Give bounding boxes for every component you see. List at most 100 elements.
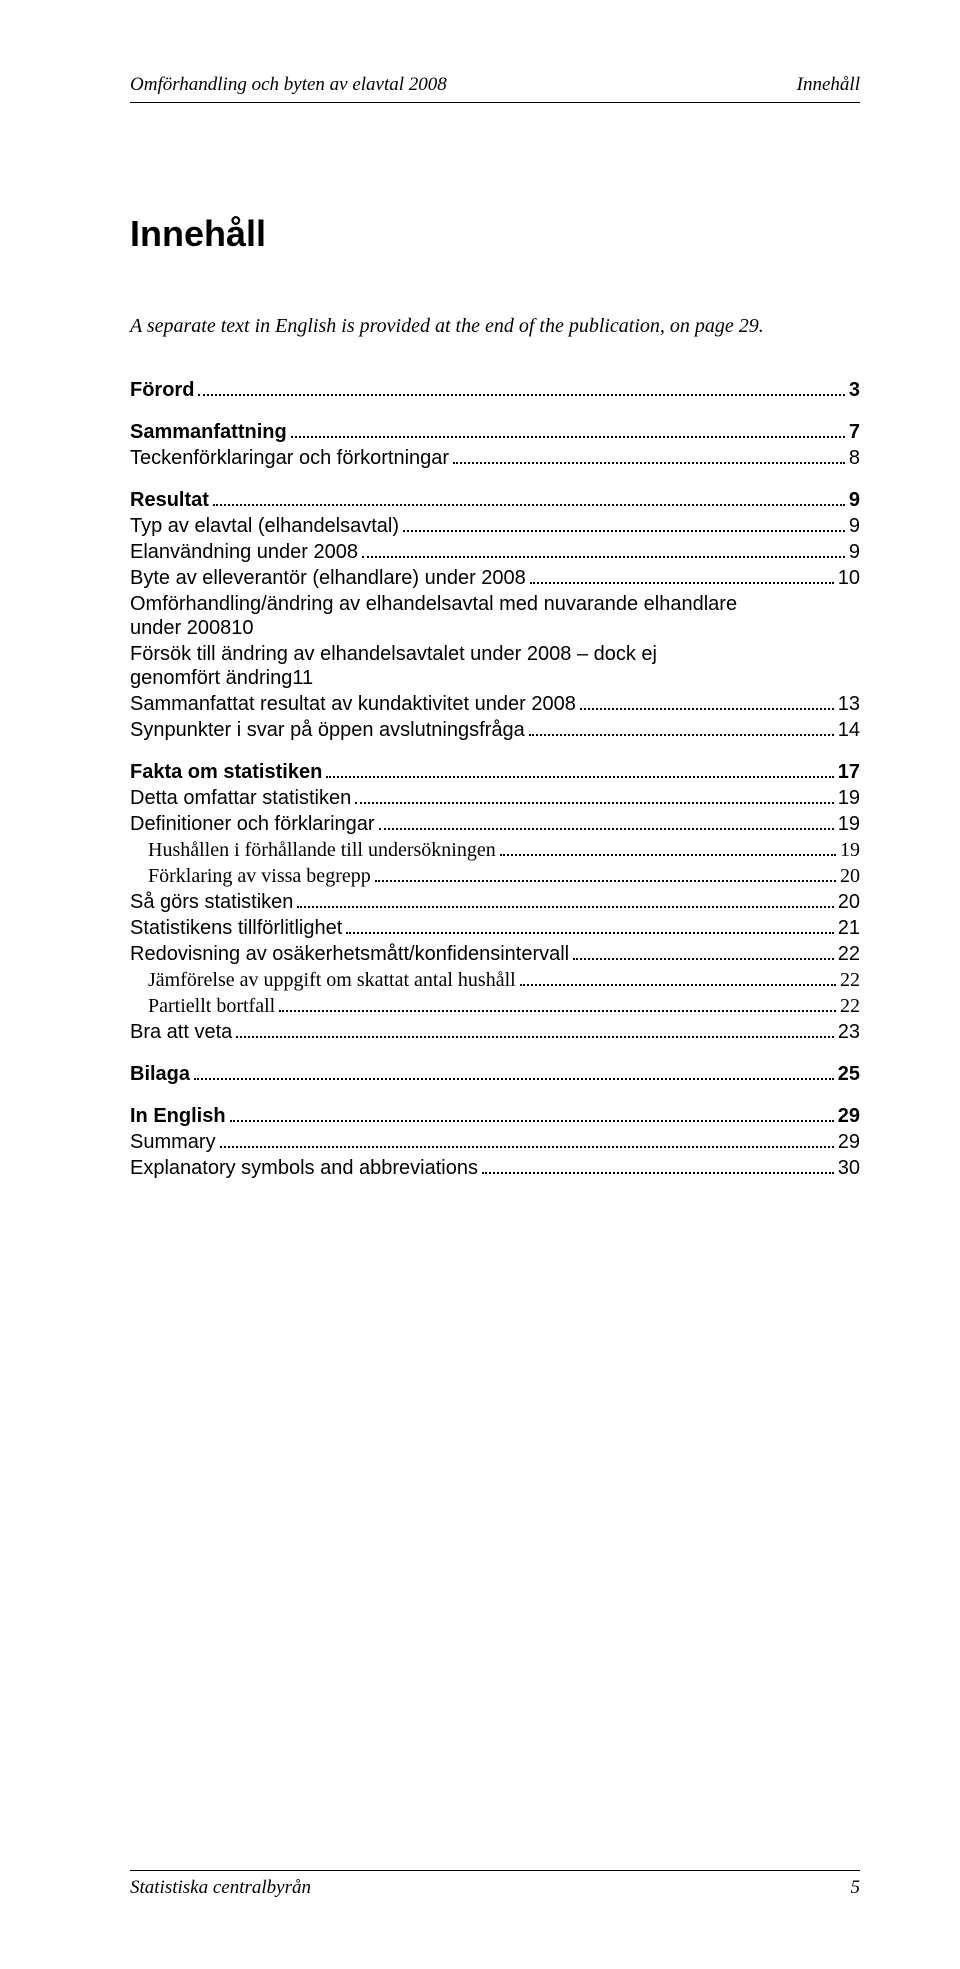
toc-leader-dots xyxy=(482,1158,834,1174)
toc-label: genomfört ändring xyxy=(130,666,292,690)
toc-label: Synpunkter i svar på öppen avslutningsfr… xyxy=(130,718,525,742)
toc-entry: Jämförelse av uppgift om skattat antal h… xyxy=(130,968,860,992)
toc-leader-dots xyxy=(529,720,834,736)
footer: Statistiska centralbyrån 5 xyxy=(130,1870,860,1899)
toc-page-number: 20 xyxy=(840,864,860,888)
toc-entry: Byte av elleverantör (elhandlare) under … xyxy=(130,566,860,590)
toc-page-number: 9 xyxy=(849,540,860,564)
toc-entry-last-line: under 200810 xyxy=(130,616,860,640)
toc-leader-dots xyxy=(375,866,836,882)
toc-entry: Sammanfattning 7 xyxy=(130,420,860,444)
toc-label: Definitioner och förklaringar xyxy=(130,812,375,836)
toc-label: Redovisning av osäkerhetsmått/konfidensi… xyxy=(130,942,569,966)
toc-entry: Försök till ändring av elhandelsavtalet … xyxy=(130,642,860,690)
toc-leader-dots xyxy=(236,1022,833,1038)
toc-leader-dots xyxy=(403,516,845,532)
toc-entry: Bra att veta23 xyxy=(130,1020,860,1044)
page: Omförhandling och byten av elavtal 2008 … xyxy=(0,0,960,1969)
header-left: Omförhandling och byten av elavtal 2008 xyxy=(130,74,447,96)
toc-label: Bra att veta xyxy=(130,1020,232,1044)
toc-label: Bilaga xyxy=(130,1062,190,1086)
toc-page-number: 19 xyxy=(838,812,860,836)
toc-leader-dots xyxy=(530,568,834,584)
toc-page-number: 19 xyxy=(838,786,860,810)
toc-leader-dots xyxy=(230,1106,834,1122)
toc-leader-dots xyxy=(297,892,833,908)
toc-leader-dots xyxy=(520,970,836,986)
toc-label: Försök till ändring av elhandelsavtalet … xyxy=(130,642,860,666)
toc-page-number: 9 xyxy=(849,488,860,512)
toc-leader-dots xyxy=(355,788,834,804)
toc-leader-dots xyxy=(573,944,834,960)
toc-entry: Definitioner och förklaringar 19 xyxy=(130,812,860,836)
toc-leader-dots xyxy=(362,542,845,558)
toc-entry: Detta omfattar statistiken 19 xyxy=(130,786,860,810)
toc-entry: Så görs statistiken 20 xyxy=(130,890,860,914)
toc-page-number: 29 xyxy=(838,1104,860,1128)
toc-leader-dots xyxy=(326,762,833,778)
toc-label: Statistikens tillförlitlighet xyxy=(130,916,342,940)
toc-leader-dots xyxy=(379,814,834,830)
toc-leader-dots xyxy=(194,1064,834,1080)
toc-page-number: 14 xyxy=(838,718,860,742)
english-note: A separate text in English is provided a… xyxy=(130,315,860,338)
header-underline xyxy=(130,102,860,103)
toc-label: Omförhandling/ändring av elhandelsavtal … xyxy=(130,592,860,616)
toc-entry: Hushållen i förhållande till undersöknin… xyxy=(130,838,860,862)
footer-row: Statistiska centralbyrån 5 xyxy=(130,1877,860,1899)
toc-entry: Synpunkter i svar på öppen avslutningsfr… xyxy=(130,718,860,742)
toc-page-number: 3 xyxy=(849,378,860,402)
footer-right: 5 xyxy=(851,1877,861,1899)
footer-left: Statistiska centralbyrån xyxy=(130,1877,311,1899)
toc-entry: Förord 3 xyxy=(130,378,860,402)
toc-entry-last-line: genomfört ändring11 xyxy=(130,666,860,690)
toc-leader-dots xyxy=(220,1132,834,1148)
toc-label: Explanatory symbols and abbreviations xyxy=(130,1156,478,1180)
toc-entry: Elanvändning under 20089 xyxy=(130,540,860,564)
toc-leader-dots xyxy=(213,490,845,506)
toc-page-number: 10 xyxy=(838,566,860,590)
toc-leader-dots xyxy=(198,380,844,396)
toc-page-number: 19 xyxy=(840,838,860,862)
toc-label: Förord xyxy=(130,378,194,402)
toc-page-number: 21 xyxy=(838,916,860,940)
toc-label: In English xyxy=(130,1104,226,1128)
toc-entry: Summary 29 xyxy=(130,1130,860,1154)
toc-leader-dots xyxy=(500,840,836,856)
toc-page-number: 9 xyxy=(849,514,860,538)
toc-page-number: 22 xyxy=(840,968,860,992)
toc-entry: Statistikens tillförlitlighet 21 xyxy=(130,916,860,940)
toc-leader-dots xyxy=(580,694,834,710)
toc-label: Byte av elleverantör (elhandlare) under … xyxy=(130,566,526,590)
toc-label: Så görs statistiken xyxy=(130,890,293,914)
toc-page-number: 29 xyxy=(838,1130,860,1154)
page-title: Innehåll xyxy=(130,213,860,255)
footer-rule xyxy=(130,1870,860,1871)
toc-page-number: 11 xyxy=(292,666,313,690)
toc-entry: Bilaga 25 xyxy=(130,1062,860,1086)
toc-entry: Fakta om statistiken17 xyxy=(130,760,860,784)
toc-page-number: 13 xyxy=(838,692,860,716)
toc-entry: Förklaring av vissa begrepp 20 xyxy=(130,864,860,888)
toc-page-number: 22 xyxy=(838,942,860,966)
toc-page-number: 7 xyxy=(849,420,860,444)
toc-label: Detta omfattar statistiken xyxy=(130,786,351,810)
toc-label: Sammanfattning xyxy=(130,420,287,444)
table-of-contents: Förord 3 Sammanfattning 7Teckenförklaringar… xyxy=(130,378,860,1180)
toc-label: Förklaring av vissa begrepp xyxy=(148,864,371,888)
toc-page-number: 30 xyxy=(838,1156,860,1180)
toc-entry: In English 29 xyxy=(130,1104,860,1128)
toc-page-number: 17 xyxy=(838,760,860,784)
toc-page-number: 25 xyxy=(838,1062,860,1086)
toc-entry: Partiellt bortfall22 xyxy=(130,994,860,1018)
toc-label: Summary xyxy=(130,1130,216,1154)
toc-leader-dots xyxy=(346,918,833,934)
toc-label: Sammanfattat resultat av kundaktivitet u… xyxy=(130,692,576,716)
toc-label: Typ av elavtal (elhandelsavtal) xyxy=(130,514,399,538)
toc-page-number: 8 xyxy=(849,446,860,470)
toc-entry: Redovisning av osäkerhetsmått/konfidensi… xyxy=(130,942,860,966)
toc-page-number: 20 xyxy=(838,890,860,914)
toc-label: under 2008 xyxy=(130,616,231,640)
toc-entry: Sammanfattat resultat av kundaktivitet u… xyxy=(130,692,860,716)
toc-entry: Teckenförklaringar och förkortningar8 xyxy=(130,446,860,470)
